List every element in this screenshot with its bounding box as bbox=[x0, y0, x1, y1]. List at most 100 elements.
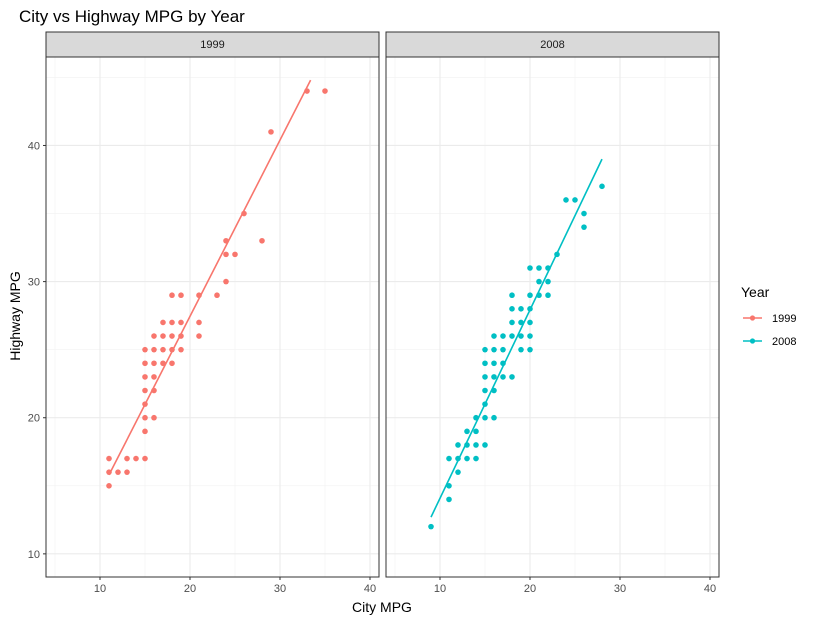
data-point bbox=[151, 346, 157, 353]
data-point bbox=[178, 346, 184, 353]
data-point bbox=[322, 88, 328, 94]
panel-background bbox=[46, 57, 379, 577]
data-point bbox=[151, 333, 157, 339]
data-point bbox=[527, 333, 533, 339]
data-point bbox=[106, 455, 112, 462]
legend-key-point bbox=[749, 338, 756, 344]
data-point bbox=[304, 88, 310, 94]
data-point bbox=[455, 442, 461, 448]
data-point bbox=[572, 197, 578, 203]
panel-background bbox=[386, 57, 719, 577]
data-point bbox=[124, 469, 130, 475]
data-point bbox=[581, 210, 587, 217]
data-point bbox=[160, 333, 166, 339]
data-point bbox=[151, 360, 157, 367]
facet-panel-1999: 1999 10 20 30 40 10 20 30 40 bbox=[28, 31, 380, 595]
facet-panels: 1999 10 20 30 40 10 20 30 40 2008 10 20 30 40 bbox=[28, 31, 720, 595]
x-tick-label: 20 bbox=[184, 583, 196, 595]
data-point bbox=[509, 319, 515, 326]
data-point bbox=[196, 333, 202, 339]
data-point bbox=[142, 374, 148, 380]
data-point bbox=[518, 306, 524, 312]
x-tick-label: 10 bbox=[434, 583, 446, 595]
data-point bbox=[545, 278, 551, 285]
data-point bbox=[124, 455, 130, 462]
data-point bbox=[178, 292, 184, 299]
data-point bbox=[133, 455, 139, 462]
facet-strip-label: 1999 bbox=[200, 39, 224, 51]
data-point bbox=[473, 442, 479, 448]
legend: Year 1999 2008 bbox=[741, 284, 796, 348]
data-point bbox=[142, 401, 148, 407]
data-point bbox=[268, 129, 274, 135]
data-point bbox=[599, 183, 605, 190]
data-point bbox=[464, 428, 470, 435]
data-point bbox=[142, 346, 148, 353]
data-point bbox=[554, 251, 560, 258]
data-point bbox=[169, 333, 175, 339]
data-point bbox=[563, 197, 569, 203]
data-point bbox=[581, 224, 587, 230]
data-point bbox=[536, 278, 542, 285]
data-point bbox=[464, 442, 470, 448]
data-point bbox=[196, 292, 202, 299]
facet-strip bbox=[385, 31, 720, 58]
data-point bbox=[518, 319, 524, 326]
legend-item-1999: 1999 bbox=[743, 313, 796, 325]
x-axis-title: City MPG bbox=[352, 599, 412, 615]
x-tick-label: 40 bbox=[704, 583, 716, 595]
data-point bbox=[482, 346, 488, 353]
data-point bbox=[527, 292, 533, 299]
data-point bbox=[500, 360, 506, 367]
data-point bbox=[482, 387, 488, 394]
y-tick-label: 30 bbox=[28, 277, 40, 289]
data-point bbox=[491, 414, 497, 421]
y-tick-label: 20 bbox=[28, 413, 40, 425]
legend-title: Year bbox=[741, 284, 770, 300]
data-point bbox=[446, 455, 452, 462]
data-point bbox=[214, 292, 220, 299]
data-point bbox=[491, 387, 497, 394]
data-point bbox=[482, 374, 488, 380]
data-point bbox=[545, 292, 551, 299]
data-point bbox=[500, 333, 506, 339]
data-point bbox=[106, 482, 112, 489]
data-point bbox=[482, 360, 488, 367]
data-point bbox=[455, 455, 461, 462]
data-point bbox=[464, 455, 470, 462]
data-point bbox=[500, 346, 506, 353]
data-point bbox=[491, 346, 497, 353]
x-tick-label: 40 bbox=[364, 583, 376, 595]
data-point bbox=[142, 455, 148, 462]
data-point bbox=[491, 374, 497, 380]
data-point bbox=[169, 319, 175, 326]
data-point bbox=[518, 346, 524, 353]
x-tick-label: 30 bbox=[274, 583, 286, 595]
data-point bbox=[223, 278, 229, 285]
data-point bbox=[473, 455, 479, 462]
data-point bbox=[473, 414, 479, 421]
data-point bbox=[536, 265, 542, 271]
data-point bbox=[178, 319, 184, 326]
data-point bbox=[160, 319, 166, 326]
data-point bbox=[428, 523, 434, 530]
legend-key-point bbox=[749, 315, 756, 321]
y-tick-label: 10 bbox=[28, 549, 40, 561]
fit-line bbox=[108, 79, 312, 476]
data-point bbox=[169, 346, 175, 353]
data-point bbox=[527, 265, 533, 271]
data-point bbox=[446, 482, 452, 489]
data-point bbox=[509, 306, 515, 312]
data-point bbox=[142, 360, 148, 367]
data-point bbox=[482, 442, 488, 448]
data-point bbox=[518, 333, 524, 339]
data-point bbox=[259, 237, 265, 244]
data-point bbox=[482, 401, 488, 407]
data-point bbox=[482, 414, 488, 421]
data-point bbox=[223, 251, 229, 258]
data-point bbox=[151, 387, 157, 394]
data-point bbox=[527, 319, 533, 326]
data-point bbox=[106, 469, 112, 475]
data-point bbox=[509, 292, 515, 299]
